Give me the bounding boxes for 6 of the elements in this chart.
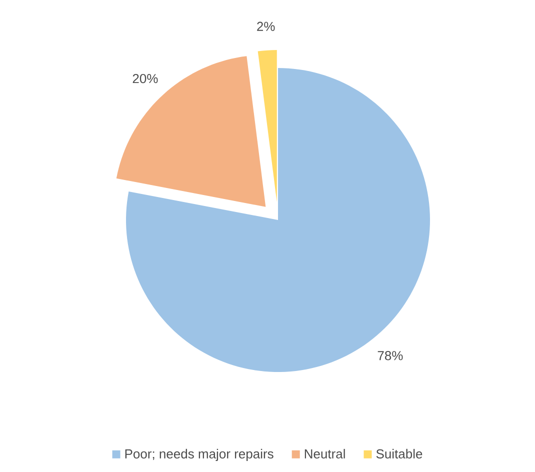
data-label: 2% xyxy=(257,22,275,31)
legend-label: Suitable xyxy=(376,448,422,458)
legend-label: Neutral xyxy=(304,448,345,458)
data-label: 78% xyxy=(378,351,403,360)
data-label: 20% xyxy=(132,74,158,84)
legend-label: Poor; needs major repairs xyxy=(125,448,274,462)
